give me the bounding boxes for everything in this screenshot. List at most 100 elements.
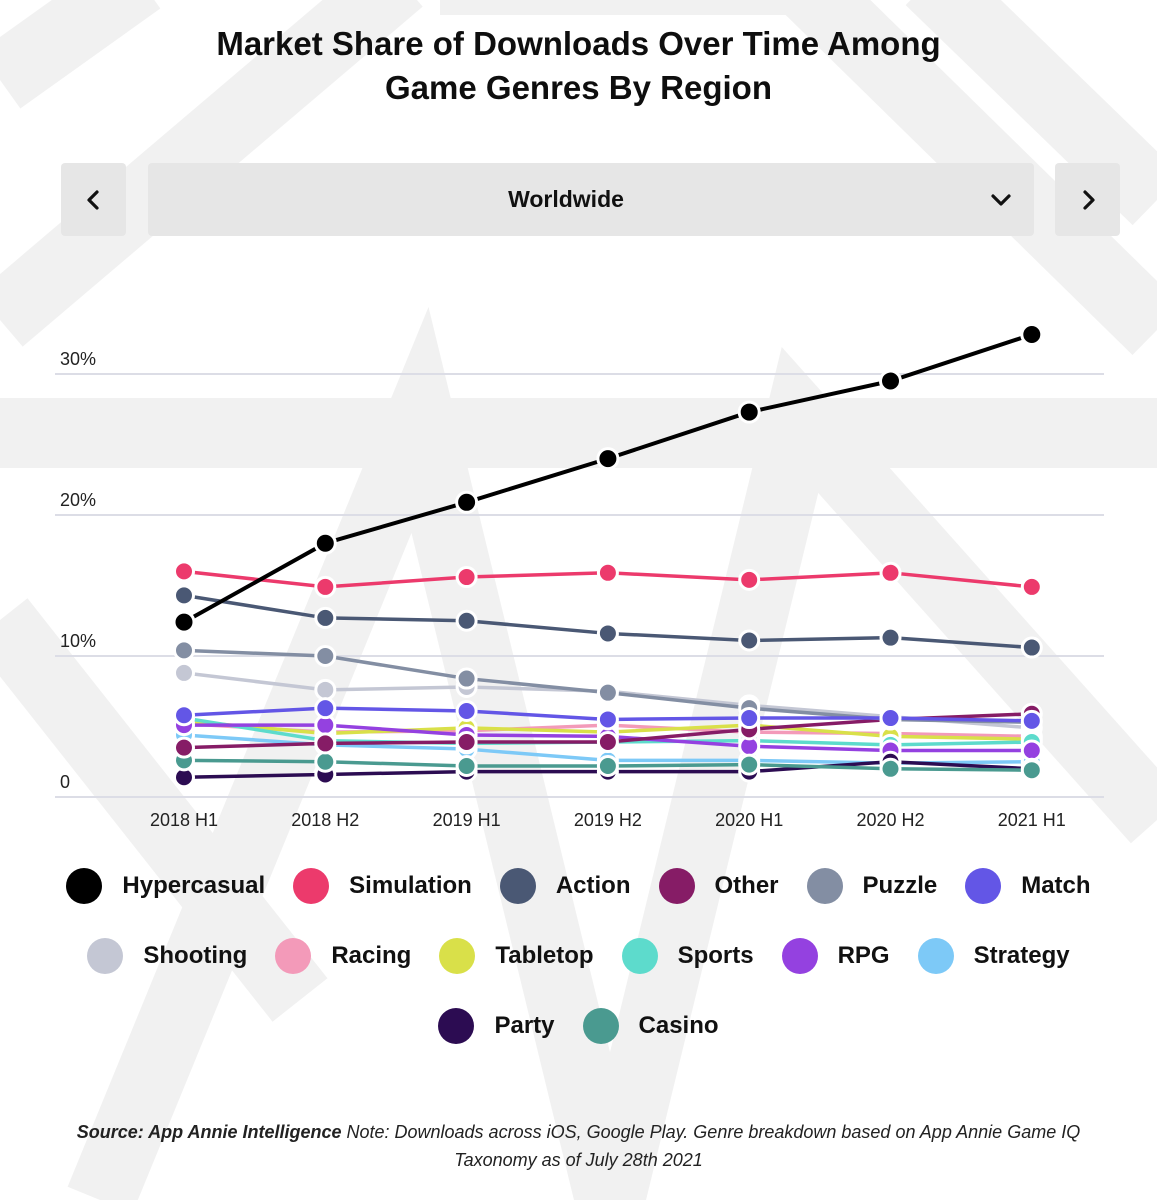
next-region-button[interactable]: [1055, 163, 1120, 236]
legend-swatch: [582, 1008, 619, 1044]
legend-item-shooting: Shooting: [87, 938, 247, 974]
series-hypercasual: [172, 323, 1044, 634]
data-point: [314, 606, 337, 629]
data-point: [1020, 709, 1043, 732]
data-point: [738, 629, 761, 652]
data-point: [455, 566, 478, 589]
data-point: [173, 704, 195, 727]
footnote-note: Note: Downloads across iOS, Google Play.…: [341, 1122, 1081, 1170]
legend-label: Hypercasual: [122, 872, 266, 899]
data-point: [1020, 323, 1044, 347]
legend-item-puzzle: Puzzle: [806, 868, 938, 904]
legend-item-strategy: Strategy: [917, 938, 1070, 974]
data-point: [879, 369, 902, 393]
x-tick-label: 2018 H2: [291, 810, 359, 830]
data-point: [172, 610, 196, 634]
data-point: [737, 400, 761, 424]
region-dropdown-value: Worldwide: [508, 186, 624, 212]
legend-item-casino: Casino: [582, 1008, 719, 1044]
legend-label: Puzzle: [862, 872, 938, 899]
chevron-right-icon: [1082, 189, 1095, 210]
data-point: [1020, 636, 1043, 659]
legend-swatch: [66, 868, 103, 904]
legend-label: Other: [714, 872, 779, 899]
previous-region-button[interactable]: [61, 163, 126, 236]
x-tick-label: 2021 H1: [998, 810, 1066, 830]
data-point: [879, 757, 902, 780]
legend-label: Simulation: [349, 872, 472, 899]
x-tick-label: 2019 H2: [574, 810, 642, 830]
legend-item-simulation: Simulation: [293, 868, 472, 904]
data-point: [596, 754, 619, 777]
legend-label: Action: [555, 872, 631, 899]
legend-swatch: [621, 938, 658, 974]
data-point: [314, 575, 337, 598]
data-point: [455, 699, 478, 722]
legend-label: Party: [494, 1012, 555, 1039]
legend-swatch: [438, 1008, 475, 1044]
data-point: [314, 750, 337, 773]
y-tick-label: 30%: [60, 349, 96, 369]
data-point: [173, 736, 195, 759]
data-point: [314, 697, 337, 720]
data-point: [596, 561, 619, 584]
data-point: [596, 622, 619, 645]
legend-label: RPG: [837, 942, 890, 969]
data-point: [738, 707, 761, 730]
legend-label: Match: [1021, 872, 1091, 899]
data-point: [879, 626, 902, 649]
legend-label: Strategy: [973, 942, 1070, 969]
data-point: [738, 753, 761, 776]
legend-swatch: [275, 938, 312, 974]
legend-swatch: [806, 868, 843, 904]
legend-swatch: [499, 868, 536, 904]
legend-item-match: Match: [965, 868, 1091, 904]
chart-title: Market Share of Downloads Over Time Amon…: [0, 22, 1157, 110]
legend-label: Racing: [331, 942, 412, 969]
series-match: [173, 697, 1043, 732]
data-point: [173, 560, 195, 583]
data-point: [455, 490, 479, 514]
data-point: [879, 707, 902, 730]
data-point: [1020, 575, 1043, 598]
y-tick-label: 20%: [60, 490, 96, 510]
data-point: [173, 639, 195, 662]
legend-swatch: [965, 868, 1002, 904]
legend-label: Sports: [677, 942, 754, 969]
data-point: [455, 667, 478, 690]
data-point: [596, 681, 619, 704]
data-point: [596, 447, 620, 471]
legend-item-sports: Sports: [621, 938, 754, 974]
legend: Hypercasual Simulation Action Other Puzzle Ma…: [40, 868, 1117, 1044]
data-point: [738, 568, 761, 591]
region-dropdown[interactable]: Worldwide: [148, 163, 1034, 236]
data-point: [455, 754, 478, 777]
legend-swatch: [293, 868, 330, 904]
series-layer: [172, 323, 1044, 789]
legend-label: Shooting: [143, 942, 248, 969]
series-action: [173, 584, 1043, 659]
legend-item-hypercasual: Hypercasual: [66, 868, 265, 904]
legend-item-rpg: RPG: [781, 938, 890, 974]
chart-title-line-1: Market Share of Downloads Over Time Amon…: [216, 25, 941, 62]
legend-swatch: [87, 938, 124, 974]
data-point: [879, 561, 902, 584]
data-point: [1020, 739, 1043, 762]
chevron-down-icon: [991, 194, 1011, 206]
legend-item-party: Party: [438, 1008, 555, 1044]
footnote: Source: App Annie Intelligence Note: Dow…: [60, 1118, 1097, 1174]
grid-layer: 0 10% 20% 30% 2018 H1 2018 H2 2019 H1 2019 H2 20…: [55, 349, 1104, 830]
legend-swatch: [781, 938, 818, 974]
legend-item-action: Action: [499, 868, 631, 904]
legend-swatch: [917, 938, 954, 974]
chart-title-line-2: Game Genres By Region: [385, 69, 772, 106]
series-simulation: [173, 560, 1043, 598]
legend-swatch: [439, 938, 476, 974]
x-tick-label: 2019 H1: [433, 810, 501, 830]
x-tick-label: 2018 H1: [150, 810, 218, 830]
legend-item-racing: Racing: [275, 938, 411, 974]
y-tick-label: 0: [60, 772, 70, 792]
data-point: [314, 678, 337, 701]
